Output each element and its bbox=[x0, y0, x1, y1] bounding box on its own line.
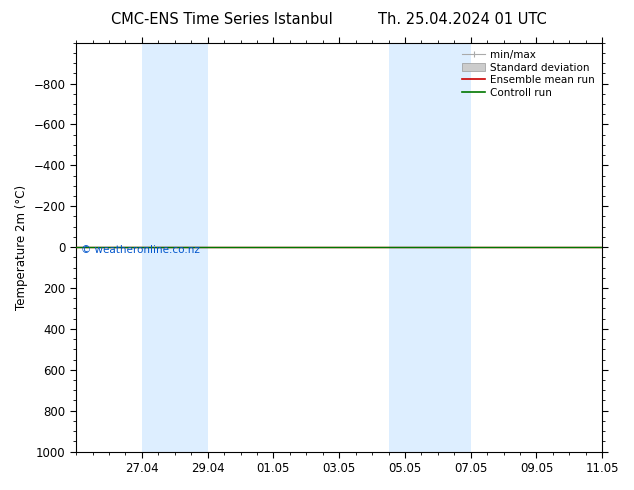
Bar bbox=[142, 43, 191, 452]
Bar bbox=[191, 43, 208, 452]
Legend: min/max, Standard deviation, Ensemble mean run, Controll run: min/max, Standard deviation, Ensemble me… bbox=[460, 48, 597, 100]
Text: CMC-ENS Time Series Istanbul: CMC-ENS Time Series Istanbul bbox=[111, 12, 333, 27]
Y-axis label: Temperature 2m (°C): Temperature 2m (°C) bbox=[15, 185, 28, 310]
Text: Th. 25.04.2024 01 UTC: Th. 25.04.2024 01 UTC bbox=[378, 12, 547, 27]
Bar bbox=[438, 43, 470, 452]
Text: © weatheronline.co.nz: © weatheronline.co.nz bbox=[81, 245, 200, 255]
Bar bbox=[389, 43, 438, 452]
